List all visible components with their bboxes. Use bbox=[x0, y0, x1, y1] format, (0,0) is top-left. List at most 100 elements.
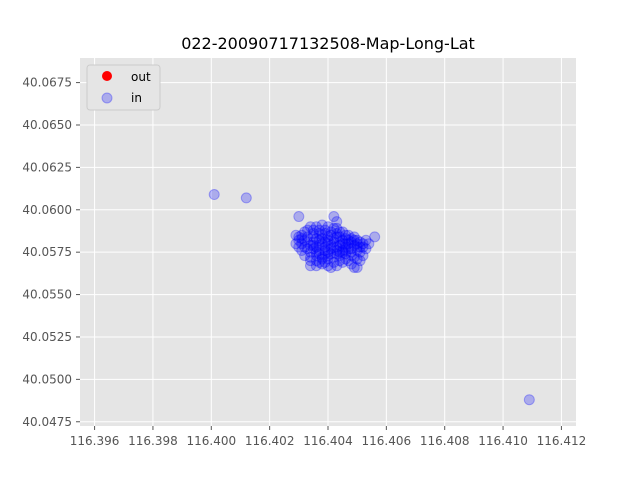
point-in bbox=[310, 250, 322, 262]
point-in bbox=[319, 228, 331, 240]
point-in bbox=[331, 228, 343, 240]
y-tick-label: 40.0475 bbox=[22, 415, 72, 429]
point-in bbox=[307, 231, 319, 243]
point-in bbox=[302, 236, 314, 248]
point-in bbox=[328, 256, 340, 268]
point-in bbox=[296, 244, 308, 256]
point-in bbox=[340, 241, 352, 253]
point-in bbox=[304, 246, 316, 258]
point-in bbox=[310, 260, 322, 272]
point-in bbox=[316, 219, 328, 231]
point-in bbox=[322, 231, 334, 243]
point-in bbox=[345, 233, 357, 245]
point-in bbox=[345, 258, 357, 270]
point-in bbox=[357, 250, 369, 262]
point-in bbox=[302, 231, 314, 243]
point-in bbox=[328, 222, 340, 234]
point-in bbox=[313, 224, 325, 236]
point-in bbox=[313, 234, 325, 246]
point-in bbox=[331, 231, 343, 243]
point-in bbox=[296, 238, 308, 250]
point-in bbox=[334, 250, 346, 262]
point-in bbox=[310, 241, 322, 253]
point-in bbox=[340, 238, 352, 250]
y-tick-label: 40.0500 bbox=[22, 372, 72, 386]
point-in bbox=[328, 251, 340, 263]
point-in bbox=[351, 234, 363, 246]
x-tick-label: 116.402 bbox=[245, 434, 295, 448]
point-in bbox=[345, 243, 357, 255]
point-in bbox=[290, 238, 302, 250]
legend: out in bbox=[86, 64, 161, 111]
y-tick-label: 40.0650 bbox=[22, 118, 72, 132]
point-in bbox=[340, 229, 352, 241]
point-in bbox=[337, 234, 349, 246]
point-in bbox=[342, 238, 354, 250]
point-in bbox=[331, 260, 343, 272]
point-in bbox=[304, 251, 316, 263]
point-in bbox=[523, 394, 535, 406]
point-in bbox=[299, 241, 311, 253]
point-in bbox=[293, 211, 305, 223]
point-in bbox=[304, 260, 316, 272]
axis-ticks: 116.396 116.398 116.400 116.402 116.404 116.4… bbox=[22, 76, 586, 448]
point-in bbox=[293, 234, 305, 246]
point-in bbox=[337, 238, 349, 250]
point-in bbox=[351, 241, 363, 253]
x-tick-label: 116.404 bbox=[303, 434, 353, 448]
x-tick-label: 116.400 bbox=[186, 434, 236, 448]
point-in bbox=[240, 192, 252, 204]
point-in bbox=[342, 229, 354, 241]
point-in bbox=[342, 255, 354, 267]
grid-lines bbox=[80, 58, 576, 426]
point-in bbox=[302, 224, 314, 236]
y-tick-label: 40.0525 bbox=[22, 330, 72, 344]
point-in bbox=[313, 239, 325, 251]
y-tick-label: 40.0550 bbox=[22, 288, 72, 302]
point-in bbox=[325, 226, 337, 238]
point-in bbox=[316, 251, 328, 263]
point-in bbox=[360, 234, 372, 246]
point-in bbox=[328, 236, 340, 248]
point-in bbox=[351, 253, 363, 265]
point-in bbox=[316, 229, 328, 241]
point-in bbox=[319, 241, 331, 253]
y-tick-label: 40.0600 bbox=[22, 203, 72, 217]
point-in bbox=[348, 261, 360, 273]
point-in bbox=[310, 233, 322, 245]
point-in bbox=[316, 258, 328, 270]
point-in bbox=[354, 255, 366, 267]
point-in bbox=[313, 228, 325, 240]
point-in bbox=[299, 226, 311, 238]
point-in bbox=[319, 224, 331, 236]
x-tick-label: 116.412 bbox=[537, 434, 587, 448]
point-in bbox=[345, 250, 357, 262]
point-in bbox=[354, 241, 366, 253]
point-in bbox=[337, 246, 349, 258]
point-in bbox=[334, 236, 346, 248]
point-in bbox=[342, 234, 354, 246]
point-in bbox=[348, 234, 360, 246]
point-in bbox=[331, 216, 343, 228]
point-in bbox=[325, 248, 337, 260]
point-in bbox=[334, 239, 346, 251]
y-tick-label: 40.0675 bbox=[22, 76, 72, 90]
point-in bbox=[313, 248, 325, 260]
point-in bbox=[328, 233, 340, 245]
point-in bbox=[334, 226, 346, 238]
point-in bbox=[319, 236, 331, 248]
point-in bbox=[354, 246, 366, 258]
point-in bbox=[299, 250, 311, 262]
point-in bbox=[313, 244, 325, 256]
point-in bbox=[340, 253, 352, 265]
point-in bbox=[340, 248, 352, 260]
point-in bbox=[319, 256, 331, 268]
point-in bbox=[310, 255, 322, 267]
point-in bbox=[334, 231, 346, 243]
point-in bbox=[351, 238, 363, 250]
point-in bbox=[293, 231, 305, 243]
point-in bbox=[357, 241, 369, 253]
point-in bbox=[316, 238, 328, 250]
point-in bbox=[304, 239, 316, 251]
